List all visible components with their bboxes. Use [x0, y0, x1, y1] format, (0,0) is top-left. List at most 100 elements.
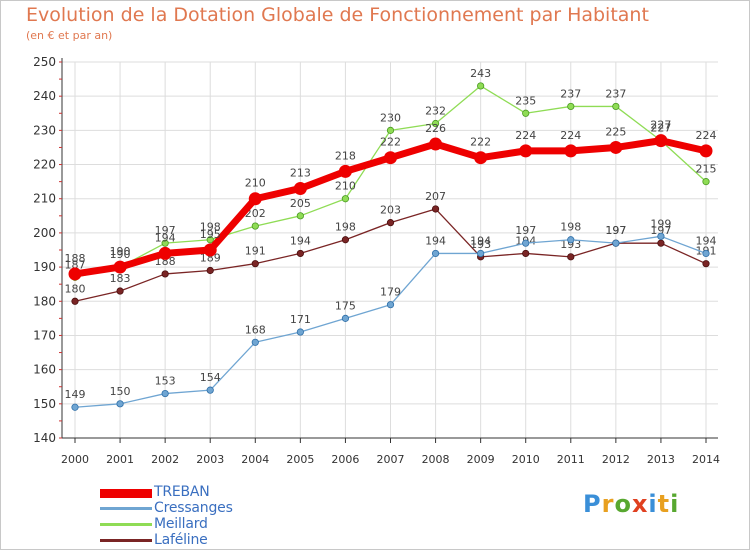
data-label-cressanges: 154 — [200, 371, 221, 384]
data-point-cressanges — [116, 400, 124, 408]
y-tick-label: 170 — [33, 328, 56, 342]
data-label-treban: 190 — [110, 245, 131, 258]
data-label-cressanges: 199 — [650, 217, 671, 230]
data-point-meillard — [386, 126, 395, 134]
x-tick-label: 2014 — [692, 453, 720, 466]
data-point-cressanges — [296, 328, 304, 336]
x-tick-label: 2002 — [151, 453, 179, 466]
logo-letter: i — [648, 490, 658, 518]
data-label-laf-line: 193 — [560, 238, 581, 251]
data-label-cressanges: 175 — [335, 299, 356, 312]
data-label-laf-line: 197 — [605, 224, 626, 237]
data-point-meillard — [567, 102, 575, 111]
data-label-meillard: 215 — [696, 163, 717, 176]
data-point-cressanges — [206, 386, 214, 394]
data-point-treban — [429, 137, 443, 151]
data-label-meillard: 197 — [155, 224, 176, 237]
legend-swatch — [100, 507, 152, 510]
data-point-meillard — [161, 239, 169, 247]
y-tick-label: 220 — [33, 158, 56, 172]
data-point-treban — [519, 144, 533, 158]
data-label-cressanges: 150 — [110, 385, 131, 398]
data-label-cressanges: 194 — [696, 234, 717, 247]
data-point-treban — [384, 151, 397, 165]
data-label-cressanges: 198 — [560, 221, 581, 234]
data-point-treban — [654, 134, 668, 148]
y-tick-label: 250 — [33, 55, 56, 69]
data-point-treban — [248, 192, 262, 206]
logo-letter: i — [670, 490, 680, 518]
x-tick-label: 2005 — [286, 453, 314, 466]
y-tick-label: 190 — [33, 260, 56, 274]
y-tick-label: 150 — [33, 397, 56, 411]
data-point-laf-line — [296, 249, 304, 258]
data-point-treban — [609, 140, 623, 154]
data-label-cressanges: 194 — [470, 234, 491, 247]
data-label-treban: 225 — [605, 125, 626, 138]
data-point-cressanges — [341, 314, 350, 322]
data-point-cressanges — [477, 249, 485, 258]
data-point-meillard — [612, 102, 620, 111]
data-label-laf-line: 183 — [110, 272, 131, 285]
y-tick-label: 240 — [33, 89, 56, 103]
data-point-laf-line — [116, 287, 124, 295]
data-label-cressanges: 179 — [380, 286, 401, 299]
x-tick-label: 2010 — [512, 453, 540, 466]
proxiti-logo: Proxiti — [583, 490, 679, 518]
data-label-treban: 210 — [245, 177, 266, 190]
data-point-laf-line — [161, 270, 169, 278]
y-tick-label: 200 — [33, 226, 56, 240]
chart-title: Evolution de la Dotation Globale de Fonc… — [26, 4, 649, 26]
data-point-meillard — [477, 82, 485, 90]
data-point-treban — [474, 151, 488, 165]
data-point-cressanges — [431, 249, 440, 258]
legend-label: TREBAN — [154, 484, 210, 500]
x-tick-label: 2008 — [422, 453, 450, 466]
data-label-cressanges: 197 — [605, 224, 626, 237]
data-point-laf-line — [251, 260, 259, 268]
data-point-cressanges — [612, 239, 620, 247]
data-label-meillard: 227 — [650, 122, 671, 135]
logo-letter: r — [601, 490, 615, 518]
logo-letter: o — [614, 490, 632, 518]
data-label-laf-line: 207 — [425, 190, 446, 203]
data-point-laf-line — [71, 297, 79, 305]
data-point-cressanges — [71, 403, 79, 411]
data-point-cressanges — [386, 301, 395, 309]
data-label-meillard: 210 — [335, 180, 356, 193]
data-point-cressanges — [702, 249, 710, 258]
data-point-cressanges — [161, 389, 169, 398]
data-point-treban — [158, 246, 172, 260]
data-point-meillard — [341, 195, 350, 203]
data-label-cressanges: 171 — [290, 313, 311, 326]
data-point-meillard — [431, 119, 440, 128]
data-label-meillard: 237 — [605, 87, 626, 100]
data-point-meillard — [522, 109, 530, 117]
data-point-laf-line — [657, 239, 665, 247]
data-label-cressanges: 197 — [515, 224, 536, 237]
data-label-cressanges: 149 — [65, 388, 86, 401]
y-tick-label: 230 — [33, 123, 56, 137]
x-tick-label: 2004 — [241, 453, 269, 466]
legend-swatch — [100, 523, 152, 526]
data-point-treban — [699, 144, 713, 158]
x-tick-label: 2012 — [602, 453, 630, 466]
data-label-cressanges: 153 — [155, 375, 176, 388]
data-point-laf-line — [341, 236, 350, 244]
data-label-meillard: 230 — [380, 111, 401, 124]
data-label-laf-line: 189 — [200, 252, 221, 265]
legend-label: Cressanges — [154, 500, 233, 516]
data-point-laf-line — [522, 249, 530, 258]
data-label-meillard: 190 — [110, 248, 131, 261]
data-point-meillard — [251, 222, 259, 230]
data-label-meillard: 198 — [200, 221, 221, 234]
data-label-laf-line: 193 — [470, 238, 491, 251]
data-point-treban — [338, 164, 352, 178]
data-point-laf-line — [386, 219, 395, 227]
data-label-treban: 194 — [155, 231, 176, 244]
data-label-meillard: 232 — [425, 105, 446, 118]
x-tick-label: 2011 — [557, 453, 585, 466]
data-label-meillard: 237 — [560, 87, 581, 100]
y-tick-label: 210 — [33, 192, 56, 206]
data-label-cressanges: 194 — [425, 234, 446, 247]
